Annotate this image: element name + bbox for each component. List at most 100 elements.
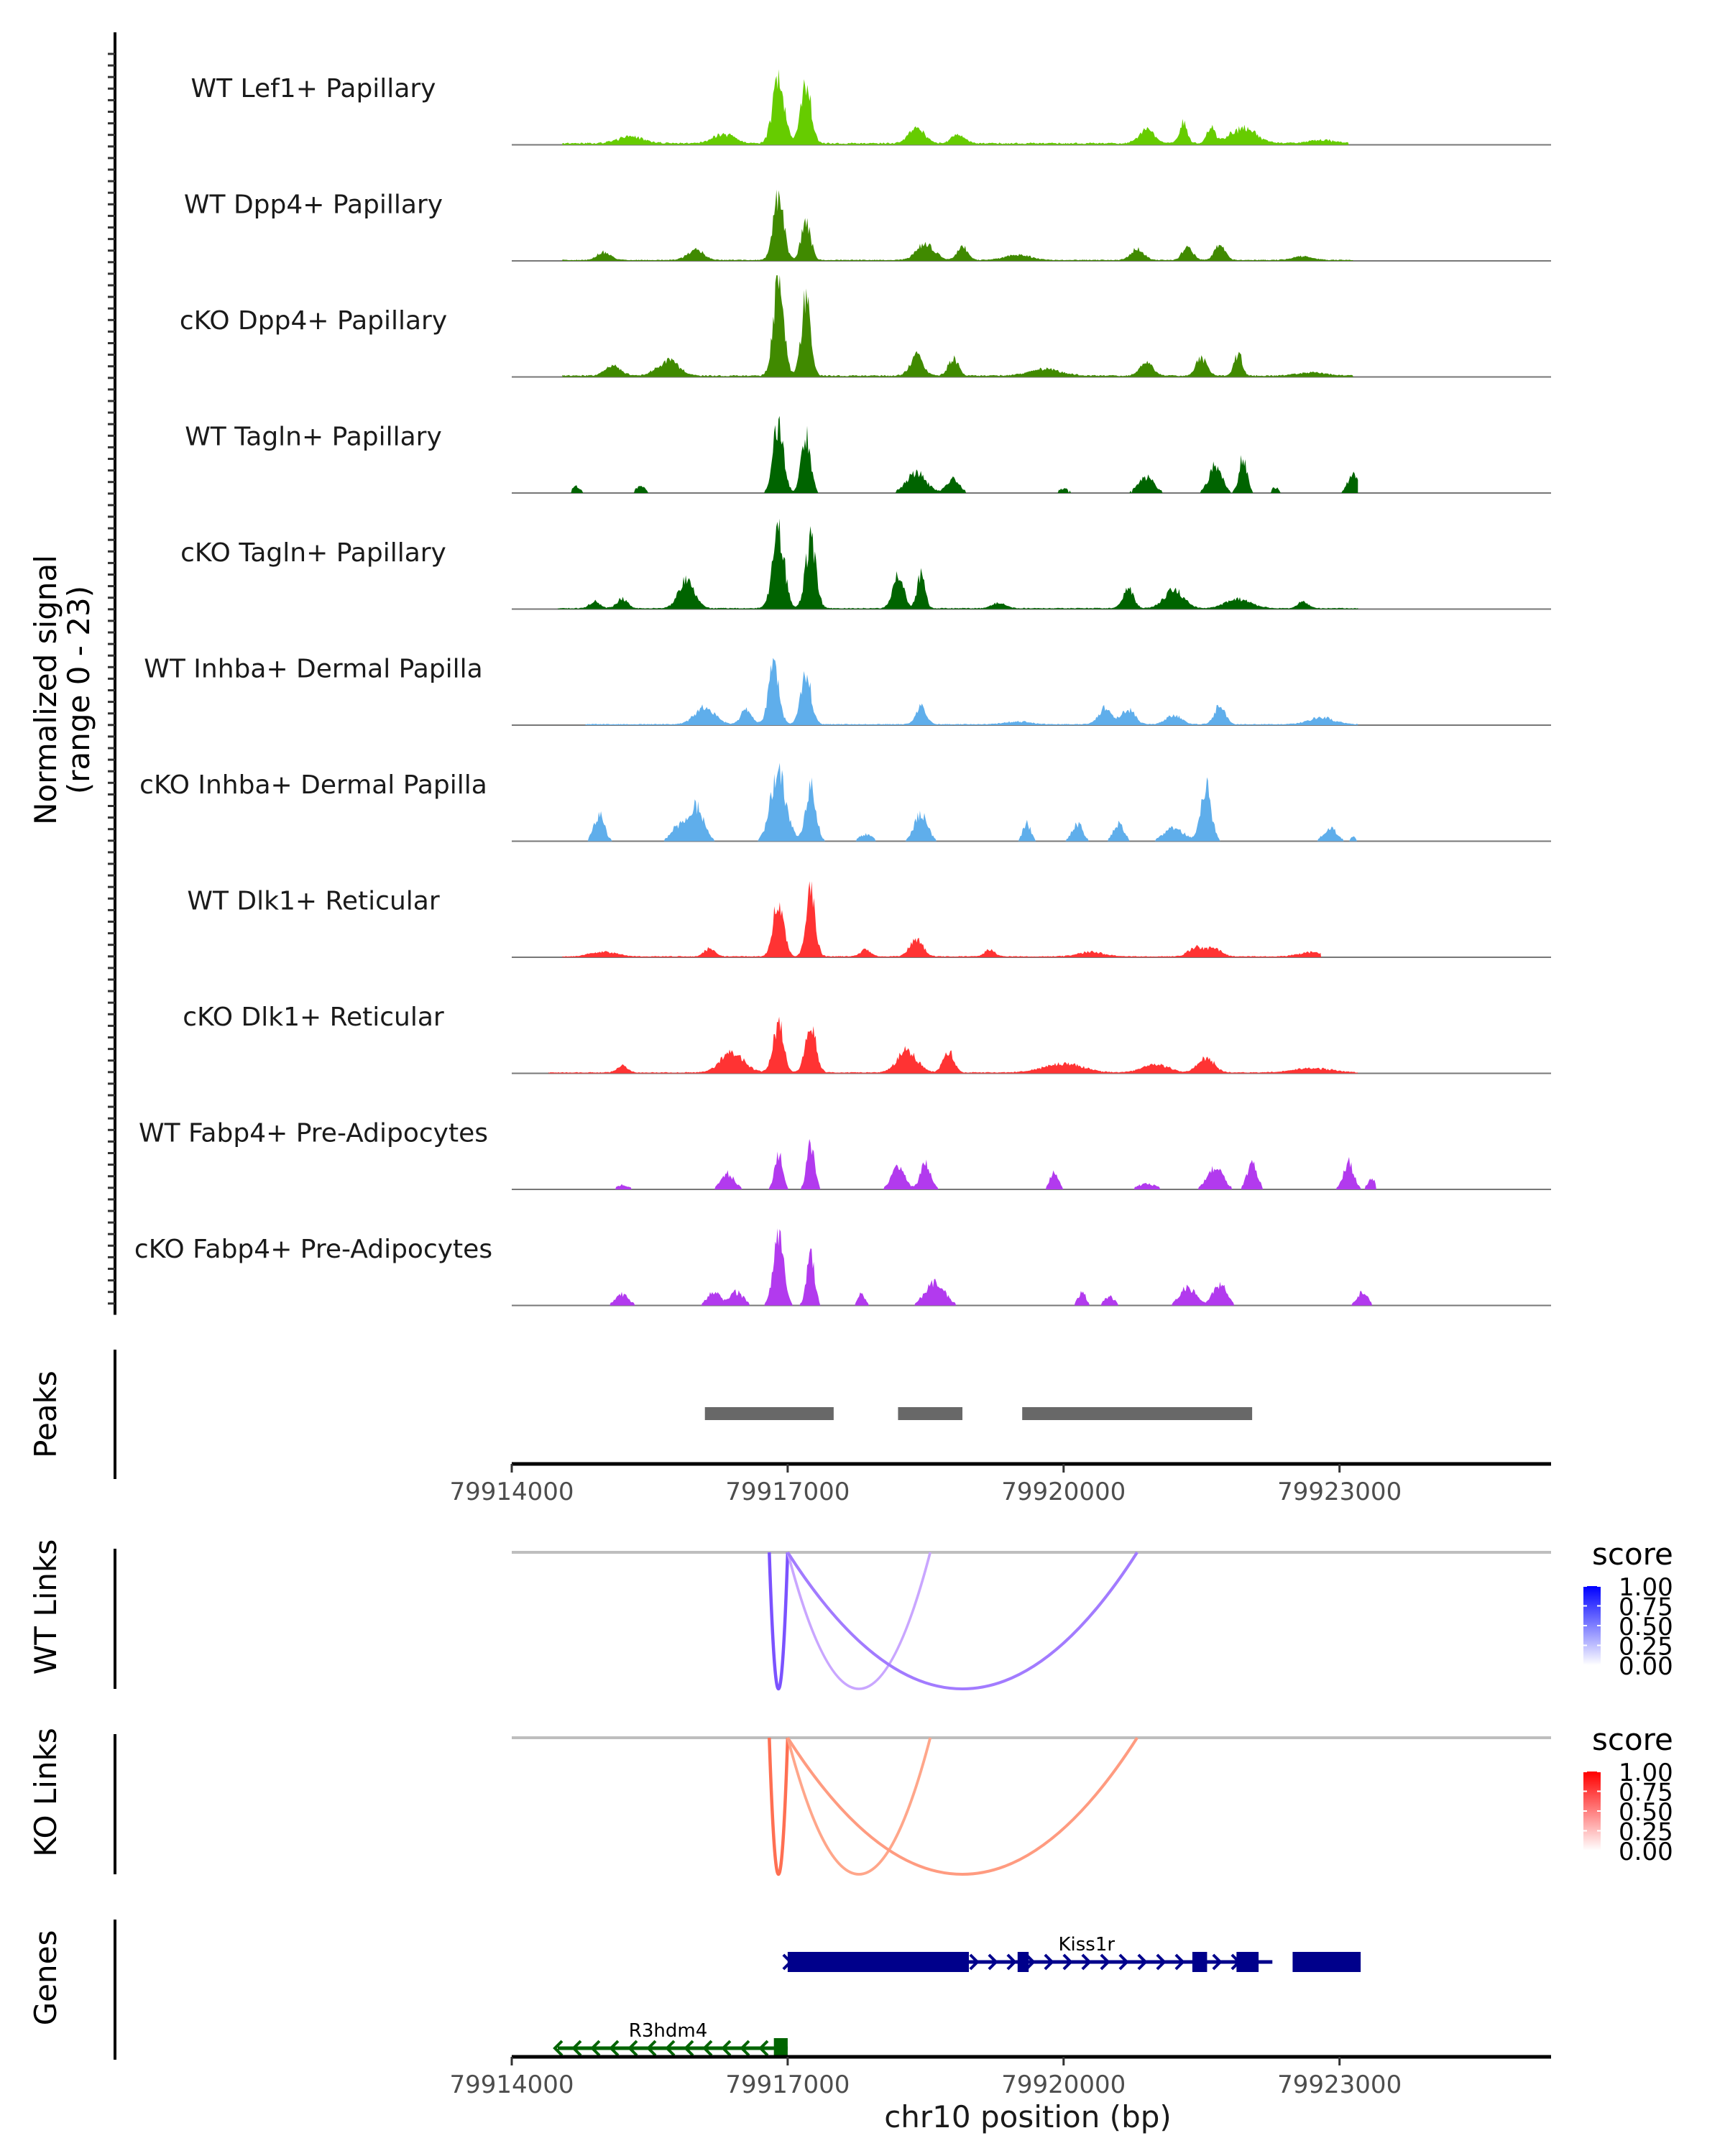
peaks-track — [704, 1407, 1253, 1420]
strand-arrow-icon — [571, 2040, 582, 2057]
legend-tick-label: 1.00 — [1619, 1573, 1673, 1602]
coverage-ylabel: Normalized signal (range 0 - 23) — [28, 555, 96, 825]
peak-range — [1022, 1407, 1253, 1420]
legend-tick-label: 0.00 — [1619, 1652, 1673, 1681]
coverage-track-label: cKO Tagln+ Papillary — [180, 538, 446, 568]
gene-exon — [1236, 1952, 1259, 1972]
coverage-area — [548, 1016, 1358, 1074]
gene-exon — [773, 2038, 788, 2058]
strand-arrow-icon — [1025, 1953, 1036, 1971]
x-axis-tick-label: 79914000 — [449, 2070, 574, 2099]
coverage-track-label: cKO Inhba+ Dermal Papilla — [139, 770, 487, 800]
strand-arrow-icon — [702, 2040, 713, 2057]
gene-exon — [787, 1952, 969, 1972]
legend-tick-label: 0.25 — [1619, 1633, 1673, 1662]
gene-name-label: R3hdm4 — [629, 2020, 707, 2042]
coverage-track: cKO Fabp4+ Pre-Adipocytes — [134, 1228, 1551, 1307]
x-axis-mid: 79914000 79917000 79920000 79923000 — [449, 1462, 1551, 1506]
coverage-area — [557, 415, 1358, 493]
legend-tick-label: 0.50 — [1619, 1798, 1673, 1827]
coverage-track-label: cKO Dpp4+ Papillary — [180, 306, 447, 336]
coverage-track-label: cKO Dlk1+ Reticular — [183, 1003, 444, 1032]
strand-arrow-icon — [740, 2040, 750, 2057]
x-axis-tick-label: 79917000 — [725, 2070, 850, 2099]
strand-arrow-icon — [646, 2040, 657, 2057]
coverage-track: WT Inhba+ Dermal Papilla — [144, 655, 1551, 726]
x-axis-bottom: 79914000 79917000 79920000 79923000 — [449, 2055, 1551, 2099]
coverage-track-label: WT Dpp4+ Papillary — [184, 190, 443, 220]
x-axis-tick-label: 79914000 — [449, 1478, 574, 1506]
coverage-area — [562, 69, 1349, 145]
strand-arrow-icon — [609, 2040, 620, 2057]
strand-arrow-icon — [721, 2040, 732, 2057]
strand-arrow-icon — [988, 1953, 998, 1971]
coverage-area — [557, 518, 1358, 609]
strand-arrow-icon — [627, 2040, 638, 2057]
coverage-y-axis — [108, 32, 116, 1315]
links-track — [512, 1736, 1551, 1876]
legend-tick-label: 0.75 — [1619, 1779, 1673, 1807]
legend-tick-label: 1.00 — [1619, 1759, 1673, 1787]
strand-arrow-icon — [665, 2040, 676, 2057]
coverage-track: WT Tagln+ Papillary — [185, 415, 1551, 494]
legend-title: score — [1592, 1537, 1673, 1572]
strand-arrow-icon — [969, 1953, 980, 1971]
link-arc — [786, 1552, 932, 1690]
x-axis-tick-label: 79923000 — [1277, 2070, 1402, 2099]
strand-arrow-icon — [1156, 1953, 1167, 1971]
legend-tick-label: 0.00 — [1619, 1838, 1673, 1866]
gene-model: Kiss1r — [782, 1934, 1361, 1972]
links-tracks — [512, 1551, 1551, 1876]
coverage-track: WT Lef1+ Papillary — [191, 69, 1551, 146]
legend-title: score — [1592, 1722, 1673, 1757]
coverage-area — [557, 1138, 1376, 1189]
coverage-area — [562, 763, 1358, 842]
gene-exon — [1192, 1952, 1208, 1972]
legend-tick-label: 0.50 — [1619, 1613, 1673, 1641]
genes-track: Kiss1r R3hdm4 — [553, 1934, 1361, 2058]
peak-range — [704, 1407, 834, 1420]
link-arc — [768, 1552, 790, 1690]
strand-arrow-icon — [1212, 1953, 1223, 1971]
coverage-track: WT Fabp4+ Pre-Adipocytes — [139, 1119, 1551, 1190]
genes-track-label: Genes — [28, 1930, 63, 2026]
coverage-track-label: WT Fabp4+ Pre-Adipocytes — [139, 1119, 488, 1148]
strand-arrow-icon — [1174, 1953, 1185, 1971]
link-arc — [768, 1737, 790, 1876]
gene-exon — [1292, 1952, 1361, 1972]
coverage-track: cKO Tagln+ Papillary — [180, 518, 1551, 610]
coverage-area — [562, 275, 1353, 377]
gene-exon — [1017, 1952, 1029, 1972]
coverage-ylabel-line1: Normalized signal — [28, 555, 63, 825]
gene-name-label: Kiss1r — [1058, 1934, 1115, 1955]
links-track — [512, 1551, 1551, 1691]
x-axis-tick-label: 79917000 — [725, 1478, 850, 1506]
x-axis-tick-label: 79920000 — [1001, 1478, 1126, 1506]
strand-arrow-icon — [1100, 1953, 1110, 1971]
coverage-track: cKO Dlk1+ Reticular — [183, 1003, 1551, 1074]
score-legends: score1.000.750.500.250.00score1.000.750.… — [1583, 1537, 1673, 1866]
coverage-track: WT Dlk1+ Reticular — [187, 881, 1551, 958]
coverage-track: cKO Inhba+ Dermal Papilla — [139, 763, 1551, 842]
coverage-ylabel-line2: (range 0 - 23) — [61, 586, 96, 794]
coverage-area — [562, 189, 1353, 261]
coverage-tracks: WT Lef1+ Papillary WT Dpp4+ Papillary cKO … — [134, 69, 1551, 1307]
wt-links-label: WT Links — [28, 1539, 63, 1674]
peaks-track-label: Peaks — [28, 1370, 63, 1458]
coverage-track: WT Dpp4+ Papillary — [184, 189, 1551, 262]
strand-arrow-icon — [684, 2040, 694, 2057]
legend-tick-label: 0.25 — [1619, 1818, 1673, 1847]
strand-arrow-icon — [590, 2040, 601, 2057]
coverage-track: cKO Dpp4+ Papillary — [180, 275, 1551, 378]
strand-arrow-icon — [553, 2040, 564, 2057]
coverage-area — [585, 658, 1358, 725]
link-arc — [786, 1737, 932, 1876]
coverage-area — [557, 1228, 1376, 1306]
strand-arrow-icon — [758, 2040, 769, 2057]
strand-arrow-icon — [1044, 1953, 1054, 1971]
coverage-area — [562, 881, 1322, 957]
gene-model: R3hdm4 — [553, 2020, 788, 2058]
